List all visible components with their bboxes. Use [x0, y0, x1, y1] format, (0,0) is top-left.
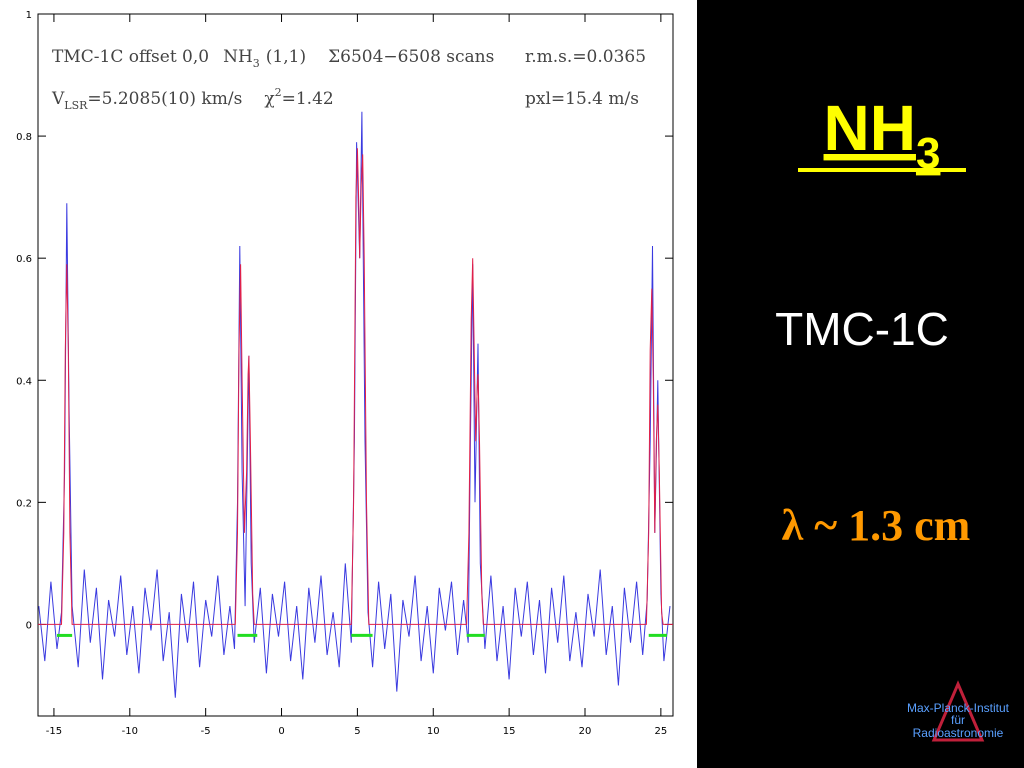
y-tick-label: 0.8	[16, 132, 32, 143]
logo-text: Radioastronomie	[913, 726, 1004, 740]
x-tick-label: 25	[654, 726, 667, 737]
annotation: VLSR=5.2085(10) km/s χ2=1.42 pxl=15.4 m/s	[51, 86, 639, 112]
plot-frame	[37, 13, 674, 717]
plot-panel	[0, 0, 697, 768]
y-tick-label: 0	[26, 620, 32, 631]
plot: 0 0.2 0.4 0.6 0.8 1 -15 -10 -5 0 5 10 15 20 25	[16, 10, 673, 737]
x-tick-label: -15	[46, 726, 62, 737]
x-tick-label: -5	[201, 726, 211, 737]
logo-text: Max-Planck-Institut	[907, 701, 1010, 715]
series-line	[38, 111, 671, 698]
wavelength: λ ~ 1.3 cm	[782, 501, 971, 550]
subtitle: TMC-1C	[775, 303, 949, 355]
annotation: TMC-1C offset 0,0 NH3 (1,1) Σ6504−6508 scan…	[52, 47, 646, 70]
y-tick-label: 0.6	[16, 254, 32, 265]
x-tick-label: 15	[503, 726, 516, 737]
y-tick-label: 1	[26, 10, 32, 21]
y-tick-label: 0.4	[16, 376, 32, 387]
logo-mark	[931, 680, 985, 742]
x-tick-label: -10	[122, 726, 138, 737]
x-tick-label: 0	[278, 726, 284, 737]
x-tick-label: 5	[354, 726, 360, 737]
y-tick-label: 0.2	[16, 498, 32, 509]
x-tick-label: 10	[427, 726, 440, 737]
logo-text: für	[951, 713, 965, 727]
x-tick-label: 20	[579, 726, 592, 737]
series-line	[38, 148, 673, 625]
